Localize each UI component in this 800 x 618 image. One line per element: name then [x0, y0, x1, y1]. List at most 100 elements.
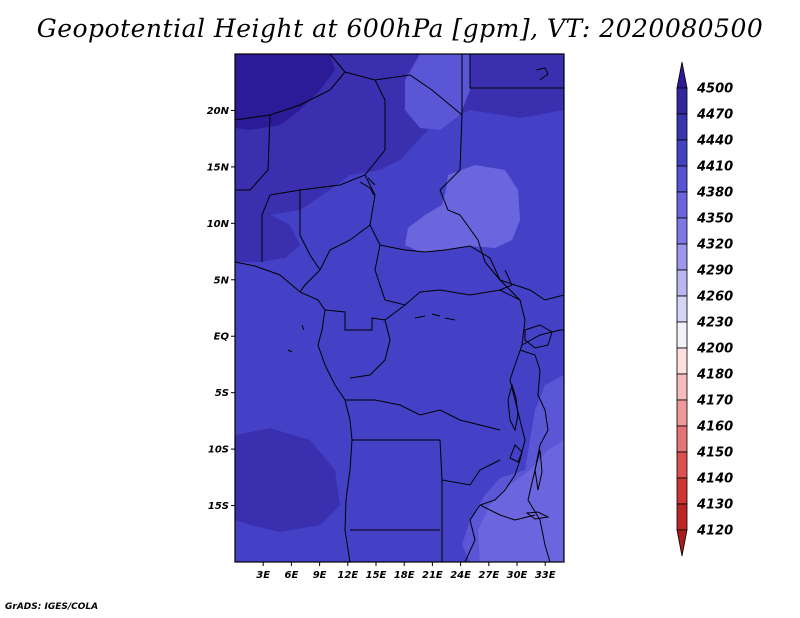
border-mali-south	[235, 114, 271, 191]
border-congo-north	[384, 304, 406, 321]
border-car-congo	[374, 244, 521, 306]
colorbar-level-label: 4290	[696, 264, 733, 279]
border-mali-niger	[235, 71, 346, 121]
fill-region-northwest-darkest	[235, 54, 335, 130]
border-south-sudan	[499, 279, 564, 301]
colorbar-segment	[676, 347, 688, 375]
plot-frame	[234, 53, 565, 563]
border-zambia-zimbabwe	[479, 504, 536, 521]
lake-tanganyika	[507, 383, 519, 432]
border-benin	[261, 194, 271, 262]
lat-axis: 20N 15N 10N 5N EQ 5S 10S 15S	[207, 106, 235, 512]
border-uganda-kenya	[521, 329, 564, 346]
colorbar-segment	[676, 425, 688, 453]
border-chad-sudan	[439, 54, 501, 281]
contour-fill	[235, 54, 564, 562]
colorbar-level-label: 4230	[696, 316, 733, 331]
colorbar-level-label: 4120	[696, 524, 733, 539]
border-egypt-sudan	[469, 54, 564, 89]
colorbar-segment	[676, 477, 688, 505]
border-car-north	[379, 244, 501, 281]
lon-tick-label: 12E	[337, 570, 358, 581]
border-nigeria-cameroon	[299, 224, 371, 293]
colorbar-segment	[676, 87, 688, 115]
fill-region-west-coast-dark	[235, 212, 300, 262]
border-drc-angola	[345, 399, 501, 431]
colorbar-segment	[676, 503, 688, 531]
colorbar-level-label: 4130	[696, 498, 733, 513]
border-chad-nigeria	[364, 174, 381, 246]
lat-tick-label: 5S	[215, 388, 229, 399]
lat-tick-label: 15N	[207, 162, 230, 173]
colorbar-segment	[676, 61, 688, 89]
colorbar-level-label: 4470	[696, 108, 733, 123]
lon-tick-label: 21E	[422, 570, 443, 581]
fill-region-southwest-dark	[235, 428, 340, 532]
colorbar: 4500 4470 4440 4410 4380 4350 4320 4290 4260 4230…	[676, 61, 733, 557]
colorbar-segment	[676, 217, 688, 245]
lat-tick-label: 10N	[207, 219, 230, 230]
colorbar-level-label: 4350	[696, 212, 733, 227]
lake-malawi	[534, 449, 543, 491]
chart-title: Geopotential Height at 600hPa [gpm], VT:…	[36, 14, 764, 43]
fill-region-central-light	[405, 165, 520, 252]
colorbar-level-label: 4410	[696, 160, 733, 175]
border-east-africa	[464, 279, 526, 562]
coastlines-borders	[235, 54, 564, 562]
colorbar-segment	[676, 373, 688, 401]
colorbar-level-label: 4440	[696, 134, 733, 149]
lon-tick-label: 18E	[394, 570, 415, 581]
border-mozambique	[527, 499, 551, 562]
colorbar-segment	[676, 165, 688, 193]
lon-tick-label: 30E	[507, 570, 528, 581]
colorbar-level-label: 4150	[696, 446, 733, 461]
colorbar-level-label: 4320	[696, 238, 733, 253]
colorbar-level-label: 4380	[696, 186, 733, 201]
river-congo	[414, 313, 456, 321]
lake-chad	[359, 177, 376, 196]
lon-tick-label: 9E	[313, 570, 327, 581]
colorbar-segment	[676, 139, 688, 167]
colorbar-segment	[676, 191, 688, 219]
coast-red-sea	[535, 67, 549, 81]
islands-gulf	[287, 324, 305, 353]
colorbar-level-label: 4260	[696, 290, 733, 305]
colorbar-level-label: 4180	[696, 368, 733, 383]
colorbar-level-label: 4160	[696, 420, 733, 435]
colorbar-segment	[676, 399, 688, 427]
colorbar-level-label: 4500	[696, 82, 733, 97]
colorbar-level-label: 4140	[696, 472, 733, 487]
lon-axis: 3E 6E 9E 12E 15E 18E 21E 24E 27E 30E 33E	[256, 562, 556, 581]
lon-tick-label: 33E	[535, 570, 556, 581]
colorbar-segment	[676, 295, 688, 323]
colorbar-level-label: 4200	[696, 342, 733, 357]
credit-text: GrADS: IGES/COLA	[5, 602, 99, 612]
colorbar-segment	[676, 451, 688, 479]
lake-kariba	[525, 511, 550, 520]
fill-region-north-dark	[235, 54, 564, 218]
colorbar-segment	[676, 113, 688, 141]
colorbar-segment	[676, 243, 688, 271]
colorbar-segment	[676, 321, 688, 349]
lake-mweru	[509, 444, 523, 463]
lat-tick-label: 10S	[208, 445, 229, 456]
lat-tick-label: 20N	[207, 106, 230, 117]
lat-tick-label: EQ	[214, 332, 230, 343]
lake-victoria	[524, 324, 553, 349]
lon-tick-label: 6E	[285, 570, 299, 581]
border-nigeria-west	[299, 190, 321, 271]
colorbar-segment	[676, 529, 688, 557]
border-gabon-congo	[324, 309, 391, 379]
lat-tick-label: 5N	[214, 275, 230, 286]
lon-tick-label: 15E	[366, 570, 387, 581]
coastline-west	[235, 261, 353, 562]
border-nile	[499, 269, 513, 291]
colorbar-level-label: 4170	[696, 394, 733, 409]
lon-tick-label: 27E	[478, 570, 499, 581]
lon-tick-label: 3E	[256, 570, 270, 581]
fill-region-northeast-light	[405, 54, 470, 130]
lon-tick-label: 24E	[450, 570, 471, 581]
border-sahara	[329, 54, 463, 116]
lat-tick-label: 15S	[208, 501, 229, 512]
